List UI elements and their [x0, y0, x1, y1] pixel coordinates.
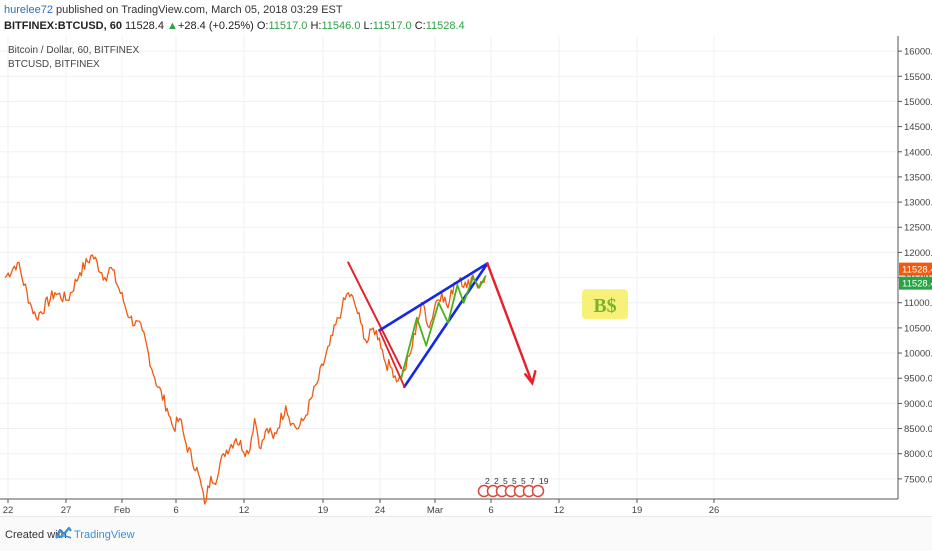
- wedge-lower-line: [403, 262, 489, 389]
- ohlc-close-label: C:: [414, 20, 426, 32]
- price-change: +28.4 (+0.25%): [177, 20, 254, 32]
- badge-background: [582, 289, 628, 320]
- wedge-left-edge: [378, 329, 406, 388]
- y-tick-label: 13000.0: [904, 198, 932, 209]
- swing-line: [425, 301, 440, 347]
- chart-header: hurelee72 published on TradingView.com, …: [0, 0, 932, 36]
- y-tick-label: 9500.0: [904, 374, 932, 385]
- event-marker-label: 5: [512, 476, 517, 486]
- swing-line: [415, 316, 428, 347]
- projection-arrow-shaft: [486, 262, 534, 385]
- x-tick-label: Mar: [427, 505, 443, 516]
- swing-line: [472, 276, 481, 289]
- created-with-text: Created with: [5, 529, 67, 541]
- event-marker-label: 2: [494, 476, 499, 486]
- chart-legend: Bitcoin / Dollar, 60, BITFINEX BTCUSD, B…: [8, 44, 139, 72]
- swing-line: [400, 316, 418, 380]
- x-tick-label: Feb: [114, 505, 130, 516]
- price-label-box: [899, 276, 932, 290]
- price-label-text: 11528.4: [902, 265, 932, 276]
- publish-line: hurelee72 published on TradingView.com, …: [4, 3, 343, 17]
- y-tick-label: 8500.0: [904, 424, 932, 435]
- y-tick-label: 15000.0: [904, 97, 932, 108]
- y-tick-label: 11000.0: [904, 298, 932, 309]
- y-tick-label: 7500.0: [904, 474, 932, 485]
- published-text: published on TradingView.com, March 05, …: [56, 4, 343, 16]
- event-marker-label: 5: [521, 476, 526, 486]
- x-tick-label: 6: [488, 505, 493, 516]
- swing-line: [456, 284, 465, 304]
- ohlc-low-label: L:: [363, 20, 373, 32]
- projection-arrow-head: [524, 370, 537, 386]
- x-tick-label: 24: [375, 505, 386, 516]
- symbol-name: BITFINEX:BTCUSD, 60: [4, 20, 122, 32]
- y-tick-label: 12500.0: [904, 223, 932, 234]
- last-price: 11528.4: [125, 20, 164, 32]
- x-tick-label: 27: [61, 505, 72, 516]
- y-tick-label: 10500.0: [904, 323, 932, 334]
- ohlc-open-value: 11517.0: [268, 20, 308, 32]
- swing-line: [447, 284, 459, 324]
- price-label-text: 11528.4: [902, 279, 932, 290]
- y-tick-label: 9000.0: [904, 399, 932, 410]
- ohlc-open-label: O:: [256, 20, 269, 32]
- legend-subtitle: BTCUSD, BITFINEX: [8, 59, 100, 70]
- event-marker-label: 19: [539, 476, 549, 486]
- event-marker-label: 2: [485, 476, 490, 486]
- price-chart[interactable]: 7500.0 8000.0 8500.0 9000.0 9500.0 10000.0 105…: [0, 36, 932, 516]
- x-tick-label: 6: [173, 505, 178, 516]
- y-tick-label: 10000.0: [904, 349, 932, 360]
- chart-area[interactable]: 7500.0 8000.0 8500.0 9000.0 9500.0 10000.0 105…: [0, 36, 932, 516]
- price-label-box: [899, 262, 932, 276]
- swing-line: [437, 301, 449, 324]
- footer-bar: Created with TradingView: [0, 516, 932, 551]
- badge-text: B$: [593, 295, 616, 317]
- x-tick-label: 26: [709, 505, 720, 516]
- y-tick-label: 16000.0: [904, 47, 932, 58]
- x-tick-label: 12: [239, 505, 250, 516]
- ohlc-close-value: 11528.4: [425, 20, 465, 32]
- y-tick-label: 8000.0: [904, 449, 932, 460]
- tradingview-link[interactable]: TradingView: [74, 529, 135, 541]
- y-tick-label: 15500.0: [904, 72, 932, 83]
- ohlc-low-value: 11517.0: [372, 20, 412, 32]
- y-tick-label: 12000.0: [904, 248, 932, 259]
- event-marker-icon: [531, 484, 545, 498]
- swing-line: [462, 276, 474, 304]
- x-tick-label: 12: [554, 505, 565, 516]
- event-marker-label: 5: [503, 476, 508, 486]
- legend-title: Bitcoin / Dollar, 60, BITFINEX: [8, 45, 140, 56]
- event-marker-label: 7: [530, 476, 535, 486]
- x-tick-label: 19: [318, 505, 329, 516]
- up-arrow-icon: ▲: [167, 20, 178, 32]
- symbol-line: BITFINEX:BTCUSD, 60 11528.4 ▲+28.4 (+0.2…: [4, 19, 465, 33]
- y-tick-label: 14500.0: [904, 122, 932, 133]
- price-line: [4, 254, 487, 505]
- y-tick-label: 13500.0: [904, 172, 932, 183]
- decline-leg-line: [347, 261, 403, 370]
- author-link[interactable]: hurelee72: [4, 4, 53, 16]
- ohlc-high-value: 11546.0: [321, 20, 361, 32]
- x-tick-label: 22: [3, 505, 14, 516]
- x-tick-label: 19: [632, 505, 643, 516]
- y-tick-label: 14000.0: [904, 147, 932, 158]
- ohlc-high-label: H:: [310, 20, 322, 32]
- tradingview-logo-icon[interactable]: [55, 526, 72, 540]
- swing-line: [478, 275, 487, 289]
- wedge-upper-line: [378, 262, 489, 332]
